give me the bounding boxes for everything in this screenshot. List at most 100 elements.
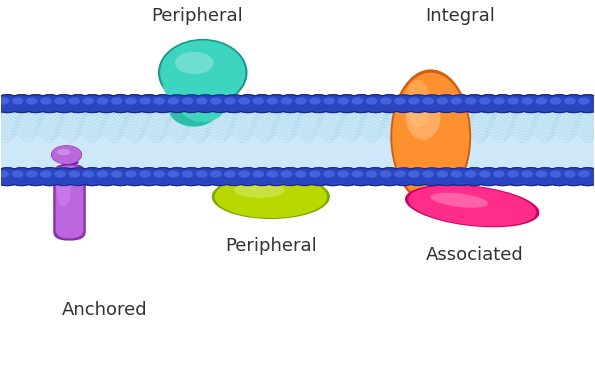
- Circle shape: [374, 167, 405, 186]
- Circle shape: [6, 167, 37, 186]
- Circle shape: [487, 167, 518, 186]
- Circle shape: [352, 98, 363, 105]
- Circle shape: [281, 98, 292, 105]
- Circle shape: [261, 167, 292, 186]
- Circle shape: [320, 95, 346, 112]
- Circle shape: [0, 98, 10, 105]
- Circle shape: [83, 170, 94, 178]
- Circle shape: [277, 95, 304, 112]
- Circle shape: [305, 168, 332, 185]
- Circle shape: [167, 170, 179, 178]
- Circle shape: [22, 168, 49, 185]
- Circle shape: [572, 94, 595, 113]
- Circle shape: [148, 94, 178, 113]
- Circle shape: [347, 95, 375, 112]
- Circle shape: [445, 167, 475, 186]
- Circle shape: [445, 94, 475, 113]
- Circle shape: [461, 95, 488, 112]
- Circle shape: [333, 95, 361, 112]
- Circle shape: [564, 98, 575, 105]
- Circle shape: [389, 94, 419, 113]
- Circle shape: [192, 168, 219, 185]
- Circle shape: [190, 167, 221, 186]
- Circle shape: [135, 95, 162, 112]
- Circle shape: [40, 170, 52, 178]
- Text: Peripheral: Peripheral: [225, 237, 317, 255]
- Text: Anchored: Anchored: [62, 301, 148, 319]
- Ellipse shape: [212, 174, 330, 219]
- Circle shape: [289, 167, 320, 186]
- Circle shape: [121, 95, 148, 112]
- Circle shape: [422, 170, 434, 178]
- Circle shape: [68, 170, 80, 178]
- Circle shape: [234, 95, 262, 112]
- Circle shape: [139, 170, 151, 178]
- Circle shape: [347, 168, 375, 185]
- Circle shape: [473, 167, 504, 186]
- Circle shape: [105, 94, 136, 113]
- Circle shape: [238, 170, 250, 178]
- Circle shape: [550, 170, 561, 178]
- Circle shape: [502, 167, 533, 186]
- Circle shape: [346, 94, 377, 113]
- Circle shape: [111, 98, 123, 105]
- Circle shape: [54, 170, 66, 178]
- Circle shape: [346, 94, 377, 113]
- Circle shape: [64, 95, 92, 112]
- Circle shape: [133, 167, 164, 186]
- Circle shape: [192, 168, 219, 185]
- Circle shape: [289, 167, 320, 186]
- Circle shape: [489, 168, 516, 185]
- Circle shape: [247, 94, 277, 113]
- Circle shape: [6, 94, 37, 113]
- Circle shape: [574, 168, 595, 185]
- Circle shape: [450, 98, 462, 105]
- Circle shape: [465, 98, 477, 105]
- Circle shape: [105, 94, 136, 113]
- Circle shape: [120, 94, 150, 113]
- Circle shape: [473, 94, 504, 113]
- Circle shape: [437, 170, 448, 178]
- Circle shape: [277, 168, 304, 185]
- Circle shape: [12, 170, 23, 178]
- Circle shape: [49, 167, 79, 186]
- Ellipse shape: [169, 92, 219, 127]
- Circle shape: [578, 170, 590, 178]
- Circle shape: [234, 168, 262, 185]
- Circle shape: [120, 167, 150, 186]
- Circle shape: [389, 167, 419, 186]
- Text: Associated: Associated: [426, 246, 524, 264]
- Circle shape: [402, 94, 433, 113]
- Circle shape: [133, 94, 164, 113]
- Circle shape: [164, 95, 191, 112]
- Circle shape: [360, 94, 391, 113]
- Circle shape: [148, 167, 178, 186]
- Circle shape: [574, 95, 595, 112]
- Circle shape: [218, 167, 249, 186]
- Circle shape: [437, 98, 448, 105]
- Circle shape: [450, 170, 462, 178]
- Ellipse shape: [430, 193, 488, 208]
- Circle shape: [380, 170, 392, 178]
- Circle shape: [133, 94, 164, 113]
- Text: Integral: Integral: [425, 7, 495, 25]
- Circle shape: [249, 95, 275, 112]
- Circle shape: [333, 168, 361, 185]
- Circle shape: [162, 94, 193, 113]
- Circle shape: [516, 167, 546, 186]
- Circle shape: [536, 170, 547, 178]
- Ellipse shape: [390, 70, 471, 204]
- Ellipse shape: [51, 145, 82, 164]
- Circle shape: [111, 170, 123, 178]
- Circle shape: [521, 170, 533, 178]
- Circle shape: [532, 95, 559, 112]
- Circle shape: [416, 167, 447, 186]
- FancyBboxPatch shape: [53, 164, 86, 241]
- Ellipse shape: [160, 40, 245, 105]
- Circle shape: [489, 95, 516, 112]
- Circle shape: [546, 168, 573, 185]
- Circle shape: [560, 168, 587, 185]
- Circle shape: [362, 168, 389, 185]
- Circle shape: [558, 94, 589, 113]
- Circle shape: [572, 94, 595, 113]
